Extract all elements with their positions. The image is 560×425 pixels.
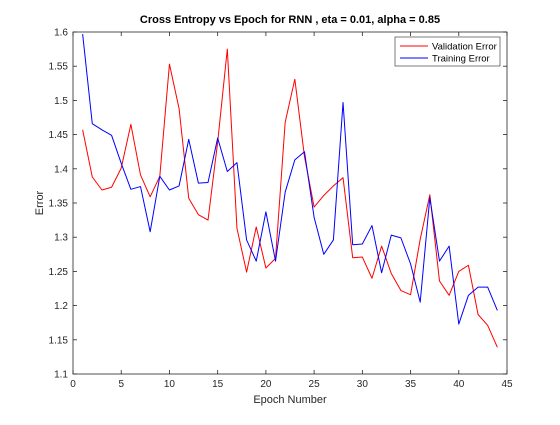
x-tick-label: 30 — [357, 379, 369, 390]
series-line-validation-error — [82, 48, 498, 348]
y-tick-label: 1.45 — [49, 130, 69, 141]
y-tick-label: 1.4 — [54, 164, 68, 175]
x-tick-label: 15 — [212, 379, 224, 390]
legend: Validation Error Training Error — [394, 36, 501, 67]
series-line-training-error — [82, 33, 498, 325]
x-tick-label: 45 — [501, 379, 513, 390]
y-tick-label: 1.3 — [54, 233, 68, 244]
x-tick-label: 25 — [309, 379, 321, 390]
y-tick-label: 1.35 — [49, 199, 69, 210]
y-tick-label: 1.25 — [49, 267, 69, 278]
x-tick-label: 0 — [70, 379, 76, 390]
y-tick-label: 1.15 — [49, 335, 69, 346]
legend-label-training: Training Error — [432, 54, 490, 65]
x-tick-label: 10 — [164, 379, 176, 390]
x-tick-label: 35 — [405, 379, 417, 390]
x-tick-label: 20 — [260, 379, 272, 390]
y-tick-label: 1.1 — [54, 370, 68, 381]
y-tick-label: 1.6 — [54, 28, 68, 39]
y-tick-label: 1.55 — [49, 62, 69, 73]
y-axis-label: Error — [34, 190, 46, 215]
x-tick-label: 40 — [453, 379, 465, 390]
y-tick-label: 1.5 — [54, 96, 68, 107]
ticks-layer: 0 5 10 15 20 25 30 35 40 45 1.1 1.15 1.2 1.25 1.3 1.35 1… — [49, 28, 513, 391]
x-axis-label: Epoch Number — [253, 394, 327, 406]
legend-label-validation: Validation Error — [432, 42, 497, 53]
plot-area — [73, 32, 507, 374]
series-layer — [82, 33, 498, 348]
legend-box — [394, 36, 501, 67]
chart-title: Cross Entropy vs Epoch for RNN , eta = 0… — [140, 14, 440, 26]
y-tick-label: 1.2 — [54, 301, 68, 312]
x-tick-label: 5 — [118, 379, 124, 390]
